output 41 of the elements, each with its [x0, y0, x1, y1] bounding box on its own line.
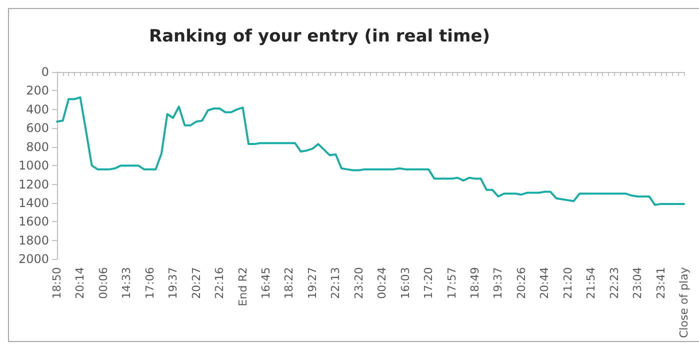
y-tick-label: 400: [26, 102, 49, 116]
y-tick-label: 1000: [18, 158, 49, 173]
line-series: [56, 96, 685, 206]
x-tick-label: 20:26: [514, 267, 528, 299]
x-tick-label: 16:45: [260, 267, 272, 299]
x-tick-label: 14:33: [120, 267, 134, 299]
x-tick-label: 18:22: [282, 267, 296, 299]
x-tick-label: End R2: [236, 267, 250, 306]
y-tick-label: 1400: [18, 196, 49, 210]
x-tick-label: 16:03: [398, 267, 412, 299]
x-tick-label: 17:06: [143, 267, 156, 299]
x-tick-label: 20:27: [190, 267, 203, 299]
x-tick-label: 22:13: [329, 267, 342, 299]
y-tick-label: 1600: [18, 214, 49, 229]
x-tick-label: 20:44: [538, 267, 552, 299]
x-tick-label: 23:04: [631, 267, 644, 299]
x-tick-label: 18:49: [468, 267, 482, 299]
y-tick-label: 200: [26, 84, 49, 98]
x-tick-label: 21:54: [584, 267, 598, 299]
y-tick-label: 800: [26, 140, 49, 154]
x-tick-label: 19:37: [166, 267, 180, 299]
x-tick-label: 23:41: [654, 267, 668, 299]
x-tick-label: 17:57: [445, 267, 458, 299]
x-tick-label: 21:20: [561, 267, 574, 299]
x-tick-label: 19:27: [306, 267, 319, 299]
x-tick-label: 19:37: [492, 267, 505, 299]
x-tick-label: 00:06: [96, 267, 110, 299]
y-tick-label: 2000: [18, 252, 49, 266]
x-tick-label: 00:24: [376, 267, 389, 299]
y-tick-label: 600: [26, 121, 49, 136]
x-tick-label: 22:16: [213, 267, 226, 299]
x-tick-label: 23:20: [352, 267, 366, 299]
x-tick-label: 20:14: [74, 267, 87, 299]
x-tick-label: 17:20: [422, 267, 436, 299]
x-tick-label: 22:23: [608, 267, 621, 299]
y-tick-label: 1200: [18, 177, 49, 192]
x-tick-label: 18:50: [50, 267, 64, 299]
x-tick-label: Close of play: [678, 266, 690, 338]
chart-title: Ranking of your entry (in real time): [149, 26, 490, 46]
y-tick-label: 0: [41, 65, 49, 79]
y-tick-label: 1800: [18, 233, 49, 248]
